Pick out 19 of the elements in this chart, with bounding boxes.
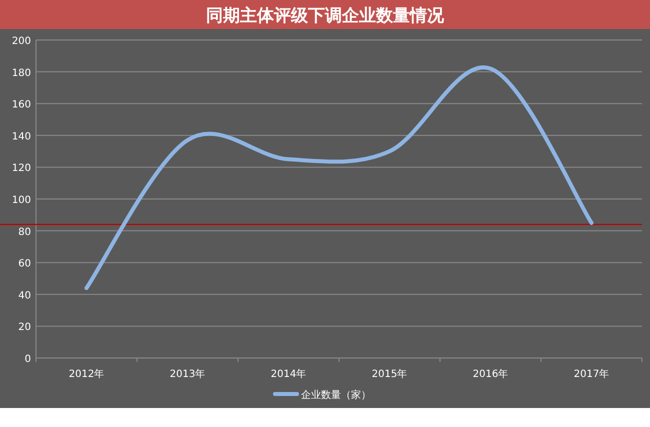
y-tick-label: 180: [12, 68, 31, 79]
y-tick-label: 160: [12, 100, 31, 111]
legend-label: 企业数量（家）: [301, 389, 371, 401]
y-tick-label: 60: [18, 258, 31, 270]
y-tick-label: 20: [18, 322, 31, 334]
x-tick-label: 2012年: [68, 368, 104, 380]
x-tick-label: 2013年: [170, 368, 206, 380]
y-tick-label: 120: [12, 163, 31, 174]
x-tick-label: 2017年: [574, 368, 610, 380]
y-tick-label: 0: [24, 354, 31, 365]
x-tick-label: 2016年: [472, 368, 508, 380]
x-tick-label: 2014年: [270, 368, 306, 380]
x-tick-label: 2015年: [372, 368, 408, 380]
chart-title: 同期主体评级下调企业数量情况: [206, 6, 445, 26]
y-tick-label: 140: [12, 131, 31, 142]
y-tick-label: 80: [18, 226, 31, 238]
y-tick-label: 200: [12, 36, 31, 47]
y-tick-label: 100: [12, 195, 31, 206]
y-tick-label: 40: [18, 290, 31, 302]
